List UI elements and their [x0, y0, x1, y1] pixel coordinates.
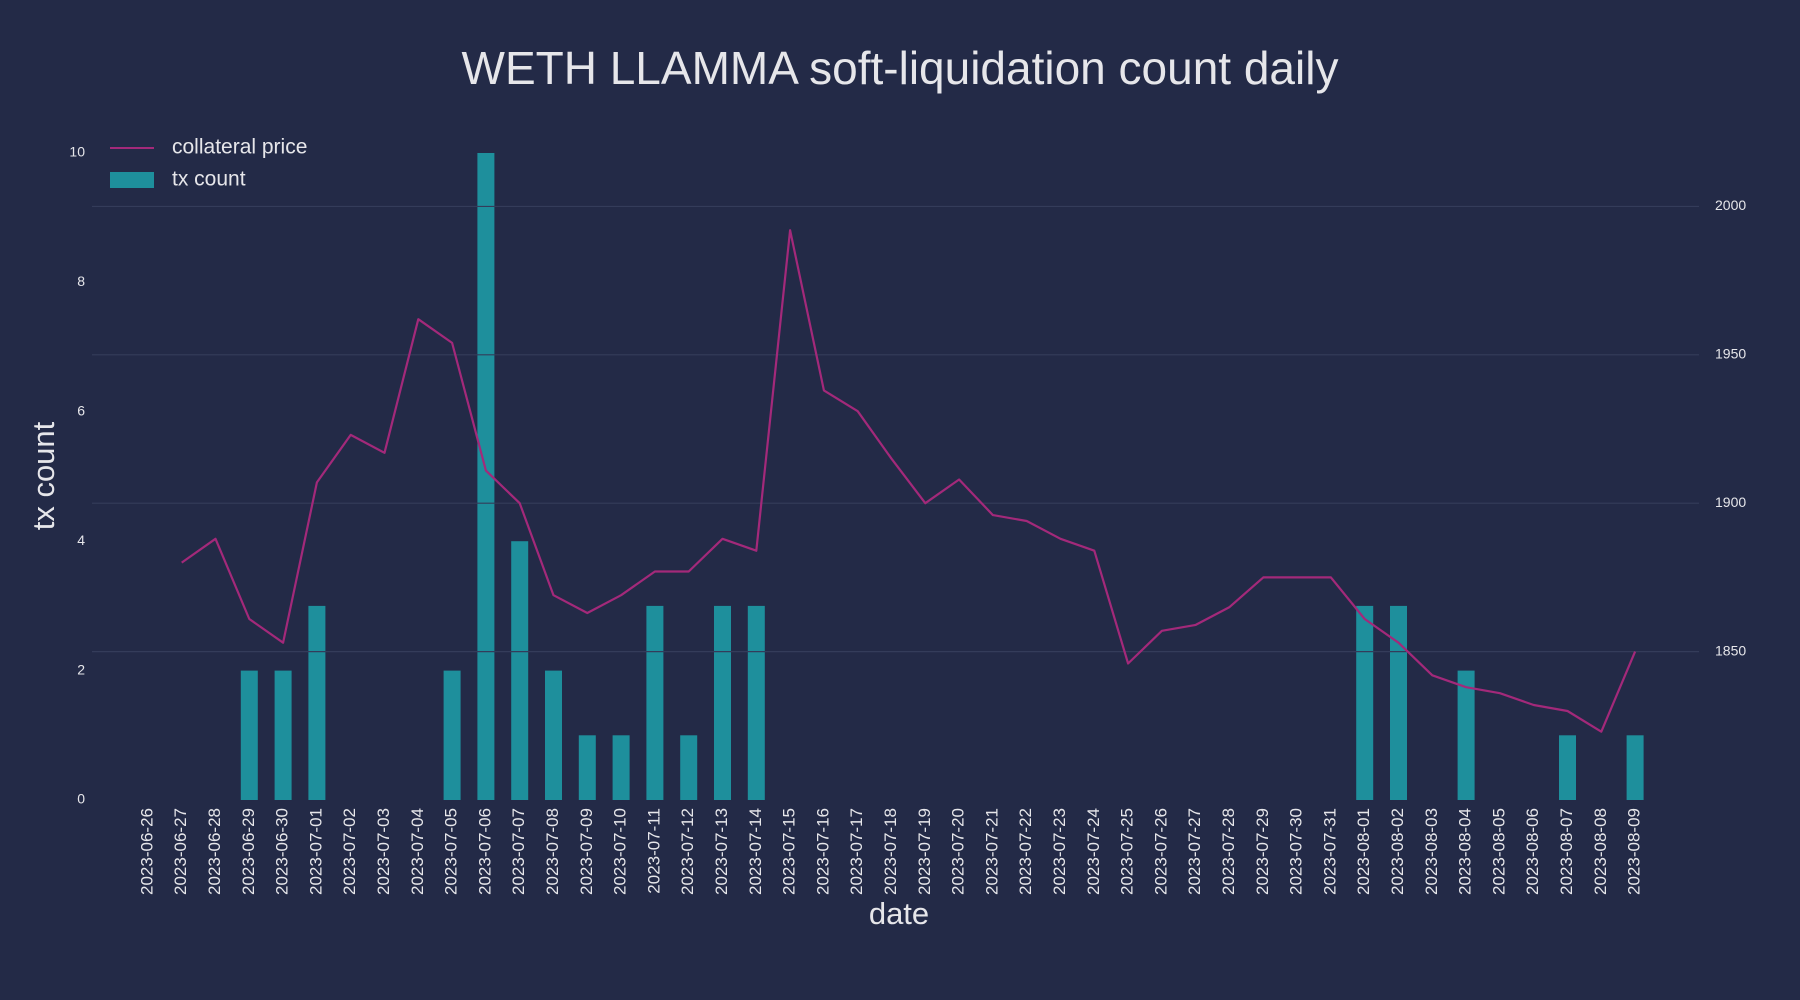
- x-tick-label: 2023-07-26: [1151, 808, 1170, 895]
- y-tick-label: 8: [77, 273, 85, 289]
- x-tick-label: 2023-07-10: [611, 808, 630, 895]
- bar: [1390, 605, 1407, 800]
- y-tick-label: 10: [69, 144, 85, 160]
- legend-swatch: [110, 172, 154, 188]
- x-tick-label: 2023-07-28: [1219, 808, 1238, 895]
- bar: [443, 670, 461, 800]
- x-tick-label: 2023-07-19: [915, 808, 934, 895]
- y2-tick-label: 1900: [1715, 494, 1746, 510]
- x-tick-label: 2023-06-30: [273, 808, 292, 895]
- x-tick-label: 2023-07-01: [306, 808, 325, 895]
- y2-tick-label: 1950: [1715, 346, 1746, 362]
- x-tick-label: 2023-08-01: [1354, 808, 1373, 895]
- chart-title: WETH LLAMMA soft-liquidation count daily: [462, 42, 1339, 94]
- x-tick-label: 2023-07-22: [1016, 808, 1035, 895]
- x-tick-label: 2023-08-05: [1489, 808, 1508, 895]
- x-tick-label: 2023-07-21: [982, 808, 1001, 895]
- x-axis-label: date: [869, 896, 929, 931]
- x-tick-label: 2023-07-05: [442, 808, 461, 895]
- x-tick-label: 2023-07-13: [712, 808, 731, 895]
- bar: [545, 670, 562, 800]
- x-tick-label: 2023-07-12: [678, 808, 697, 895]
- x-tick-label: 2023-08-07: [1557, 808, 1576, 895]
- x-tick-label: 2023-07-18: [881, 808, 900, 895]
- bar: [511, 541, 529, 800]
- x-tick-label: 2023-08-08: [1591, 808, 1610, 895]
- y-tick-label: 4: [77, 532, 85, 548]
- x-tick-label: 2023-07-15: [780, 808, 799, 895]
- x-tick-label: 2023-07-04: [408, 808, 427, 895]
- x-tick-label: 2023-07-08: [543, 808, 562, 895]
- x-tick-label: 2023-07-14: [746, 808, 765, 895]
- y2-tick-label: 2000: [1715, 197, 1746, 213]
- x-tick-label: 2023-07-09: [577, 808, 596, 895]
- bar: [1356, 605, 1374, 800]
- x-tick-label: 2023-08-04: [1456, 808, 1475, 895]
- x-tick-label: 2023-07-20: [949, 808, 968, 895]
- x-tick-label: 2023-07-25: [1118, 808, 1137, 895]
- x-tick-label: 2023-08-03: [1422, 808, 1441, 895]
- x-tick-label: 2023-08-06: [1523, 808, 1542, 895]
- x-tick-label: 2023-08-09: [1625, 808, 1644, 895]
- x-tick-label: 2023-06-28: [205, 808, 224, 895]
- bar: [646, 605, 664, 800]
- x-tick-label: 2023-07-16: [813, 808, 832, 895]
- x-tick-label: 2023-07-29: [1253, 808, 1272, 895]
- price-line: [181, 229, 1637, 733]
- x-tick-label: 2023-07-03: [374, 808, 393, 895]
- y-tick-label: 6: [77, 403, 85, 419]
- x-tick-label: 2023-07-31: [1320, 808, 1339, 895]
- bar: [1559, 735, 1576, 800]
- y-tick-label: 2: [77, 661, 85, 677]
- bar: [612, 735, 630, 800]
- x-tick-label: 2023-07-24: [1084, 808, 1103, 895]
- x-tick-label: 2023-07-11: [644, 808, 663, 894]
- x-tick-label: 2023-06-29: [239, 808, 258, 895]
- y-tick-label: 0: [77, 791, 85, 807]
- bar: [747, 605, 765, 800]
- x-tick-label: 2023-07-30: [1287, 808, 1306, 895]
- bar: [240, 670, 258, 800]
- legend-label: tx count: [172, 168, 246, 191]
- bar: [308, 605, 326, 800]
- x-tick-label: 2023-07-17: [847, 808, 866, 895]
- legend-label: collateral price: [172, 136, 307, 159]
- bar: [274, 670, 292, 800]
- bar: [578, 735, 596, 800]
- bar: [1626, 735, 1644, 800]
- bar: [1457, 670, 1475, 800]
- x-tick-label: 2023-06-27: [171, 808, 190, 895]
- bar: [477, 153, 495, 800]
- x-tick-label: 2023-08-02: [1388, 808, 1407, 895]
- legend: collateral price tx count: [110, 136, 307, 191]
- y-axis-label: tx count: [26, 421, 61, 530]
- x-tick-label: 2023-07-23: [1050, 808, 1069, 895]
- x-tick-label: 2023-07-02: [340, 808, 359, 895]
- x-tick-label: 2023-06-26: [137, 808, 156, 895]
- x-tick-label: 2023-07-06: [475, 808, 494, 895]
- bar: [714, 605, 731, 800]
- x-tick-label: 2023-07-07: [509, 808, 528, 895]
- bar: [680, 735, 698, 800]
- y2-tick-label: 1850: [1715, 642, 1746, 658]
- x-tick-label: 2023-07-27: [1185, 808, 1204, 895]
